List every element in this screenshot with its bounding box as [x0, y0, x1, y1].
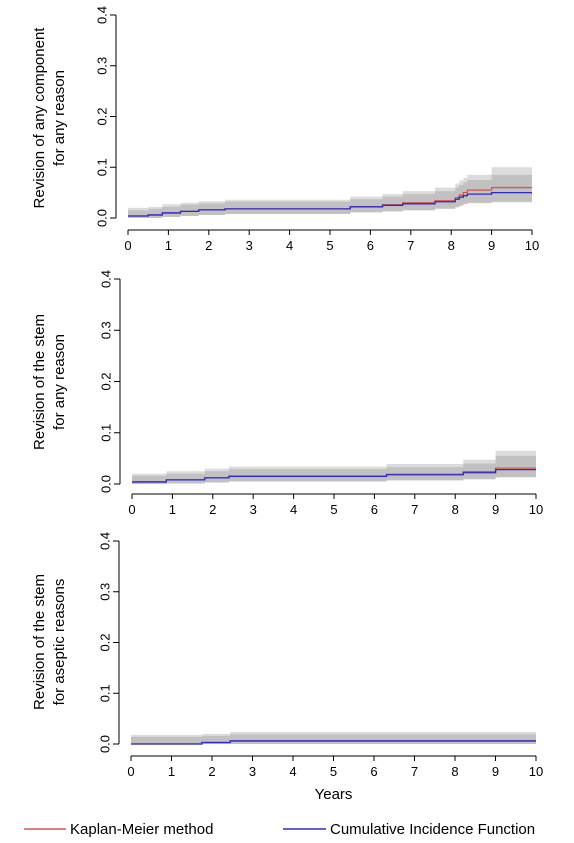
- x-tick-label: 2: [209, 502, 216, 517]
- x-axis-label: Years: [315, 786, 353, 803]
- legend: Kaplan-Meier method Cumulative Incidence…: [24, 821, 535, 838]
- x-tick-label: 6: [367, 238, 374, 253]
- x-tick-label: 8: [451, 764, 458, 779]
- x-tick-label: 6: [371, 502, 378, 517]
- y-tick-label: 0.3: [98, 321, 113, 339]
- y-tick-label: 0.0: [98, 475, 113, 493]
- x-tick-label: 0: [127, 764, 134, 779]
- y-tick-label: 0.3: [97, 583, 112, 601]
- y-axis-label: Revision of the stem for any reason: [31, 314, 68, 450]
- y-tick-label: 0.4: [94, 6, 109, 24]
- x-tick-label: 7: [407, 238, 414, 253]
- y-axis-label-line: for any reason: [51, 70, 68, 166]
- y-axis-label: Revision of the stem for aseptic reasons: [31, 574, 68, 710]
- x-tick-label: 2: [205, 238, 212, 253]
- x-tick-label: 5: [330, 764, 337, 779]
- legend-label-km: Kaplan-Meier method: [70, 821, 213, 838]
- x-tick-label: 1: [165, 238, 172, 253]
- x-tick-label: 3: [250, 502, 257, 517]
- y-tick-label: 0.0: [97, 735, 112, 753]
- x-tick-label: 8: [452, 502, 459, 517]
- series-line-cif: [132, 469, 536, 483]
- y-tick-label: 0.1: [94, 158, 109, 176]
- y-tick-label: 0.1: [98, 424, 113, 442]
- y-tick-label: 0.2: [98, 372, 113, 390]
- series-line-cif: [131, 740, 536, 745]
- x-tick-label: 2: [208, 764, 215, 779]
- y-axis-label-line: Revision of the stem: [31, 574, 48, 710]
- series-line-cif: [128, 191, 532, 217]
- x-tick-label: 4: [290, 502, 297, 517]
- chart-panel-2: 0.0 0.1 0.2 0.3 0.4 0 1 2 3 4 5 6 7 8 9 10 Revision of t…: [31, 270, 543, 517]
- y-tick-label: 0.3: [94, 57, 109, 75]
- x-tick-label: 10: [525, 238, 539, 253]
- legend-label-cif: Cumulative Incidence Function: [330, 821, 535, 838]
- y-axis-label-line: for aseptic reasons: [51, 579, 68, 706]
- x-tick-label: 3: [249, 764, 256, 779]
- y-tick-label: 0.2: [94, 107, 109, 125]
- chart-panel-3: 0.0 0.1 0.2 0.3 0.4 0 1 2 3 4 5 6 7 8 9 10 Revision of t…: [31, 532, 543, 803]
- y-tick-label: 0.4: [97, 532, 112, 550]
- y-axis-label-line: Revision of the stem: [31, 314, 48, 450]
- x-tick-label: 3: [246, 238, 253, 253]
- x-tick-label: 8: [448, 238, 455, 253]
- x-tick-label: 1: [169, 502, 176, 517]
- x-tick-label: 9: [492, 502, 499, 517]
- x-tick-label: 4: [289, 764, 296, 779]
- chart-panel-1: 0.0 0.1 0.2 0.3 0.4 0 1 2 3 4 5 6 7 8 9 10 Revision of a…: [31, 6, 539, 253]
- x-tick-label: 5: [326, 238, 333, 253]
- y-axis-label-line: Revision of any component: [31, 27, 48, 209]
- x-tick-label: 0: [124, 238, 131, 253]
- x-tick-label: 10: [529, 764, 543, 779]
- x-tick-label: 9: [492, 764, 499, 779]
- x-tick-label: 10: [529, 502, 543, 517]
- ci-band-cif: [128, 174, 532, 218]
- y-axis-label: Revision of any component for any reason: [31, 27, 68, 209]
- x-tick-label: 4: [286, 238, 293, 253]
- x-tick-label: 5: [330, 502, 337, 517]
- x-tick-label: 6: [370, 764, 377, 779]
- x-tick-label: 0: [128, 502, 135, 517]
- y-tick-label: 0.2: [97, 633, 112, 651]
- y-tick-label: 0.0: [94, 209, 109, 227]
- y-axis-label-line: for any reason: [51, 334, 68, 430]
- y-tick-label: 0.4: [98, 270, 113, 288]
- x-tick-label: 1: [168, 764, 175, 779]
- x-tick-label: 7: [411, 502, 418, 517]
- x-tick-label: 7: [411, 764, 418, 779]
- x-tick-label: 9: [488, 238, 495, 253]
- y-tick-label: 0.1: [97, 684, 112, 702]
